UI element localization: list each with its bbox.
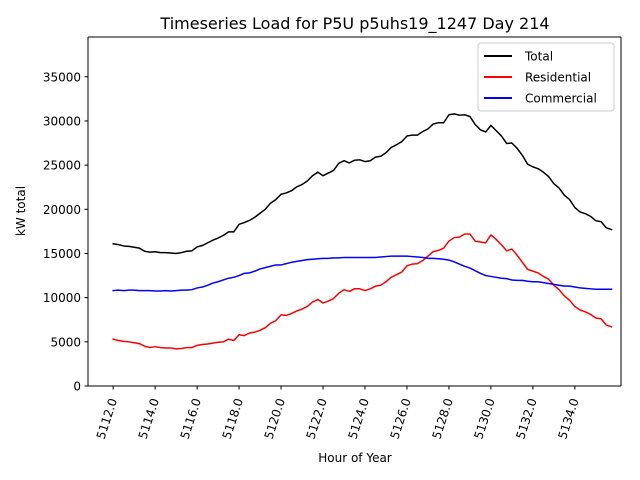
y-tick-label: 20000 xyxy=(43,203,81,217)
x-tick-label: 5122.0 xyxy=(304,397,330,441)
y-tick-label: 0 xyxy=(73,380,81,394)
x-tick-label: 5114.0 xyxy=(136,397,162,441)
x-tick-label: 5134.0 xyxy=(555,397,581,441)
x-tick-label: 5116.0 xyxy=(178,397,204,441)
legend-box xyxy=(477,42,615,112)
legend-label-commercial: Commercial xyxy=(525,92,597,106)
x-tick-label: 5112.0 xyxy=(94,397,120,441)
y-tick-label: 35000 xyxy=(43,70,81,84)
x-tick-label: 5120.0 xyxy=(262,397,288,441)
series-line-commercial xyxy=(112,255,613,292)
y-tick-label: 15000 xyxy=(43,247,81,261)
x-axis-label: Hour of Year xyxy=(318,451,392,465)
legend: Total Residential Commercial xyxy=(477,42,615,112)
x-tick-label: 5132.0 xyxy=(513,397,539,441)
x-tick-label: 5118.0 xyxy=(220,397,246,441)
y-axis-label: kW total xyxy=(14,186,28,236)
y-tick-label: 25000 xyxy=(43,159,81,173)
series-line-total xyxy=(112,113,613,255)
x-tick-label: 5126.0 xyxy=(388,397,414,441)
legend-label-total: Total xyxy=(524,50,553,64)
series-line-residential xyxy=(112,233,613,350)
legend-label-residential: Residential xyxy=(525,71,591,85)
x-tick-label: 5130.0 xyxy=(471,397,497,441)
x-axis-ticks: 5112.0 5114.0 5116.0 5118.0 5120.0 5122.0 5124… xyxy=(94,386,582,441)
series-layer xyxy=(112,113,613,350)
axes-frame xyxy=(87,36,622,387)
chart-title: Timeseries Load for P5U p5uhs19_1247 Day… xyxy=(159,14,549,34)
y-tick-label: 30000 xyxy=(43,114,81,128)
x-tick-label: 5128.0 xyxy=(429,397,455,441)
y-tick-label: 10000 xyxy=(43,291,81,305)
y-axis-ticks: 0 5000 10000 15000 20000 25000 30000 35000 xyxy=(43,70,88,394)
y-tick-label: 5000 xyxy=(50,335,81,349)
x-tick-label: 5124.0 xyxy=(346,397,372,441)
